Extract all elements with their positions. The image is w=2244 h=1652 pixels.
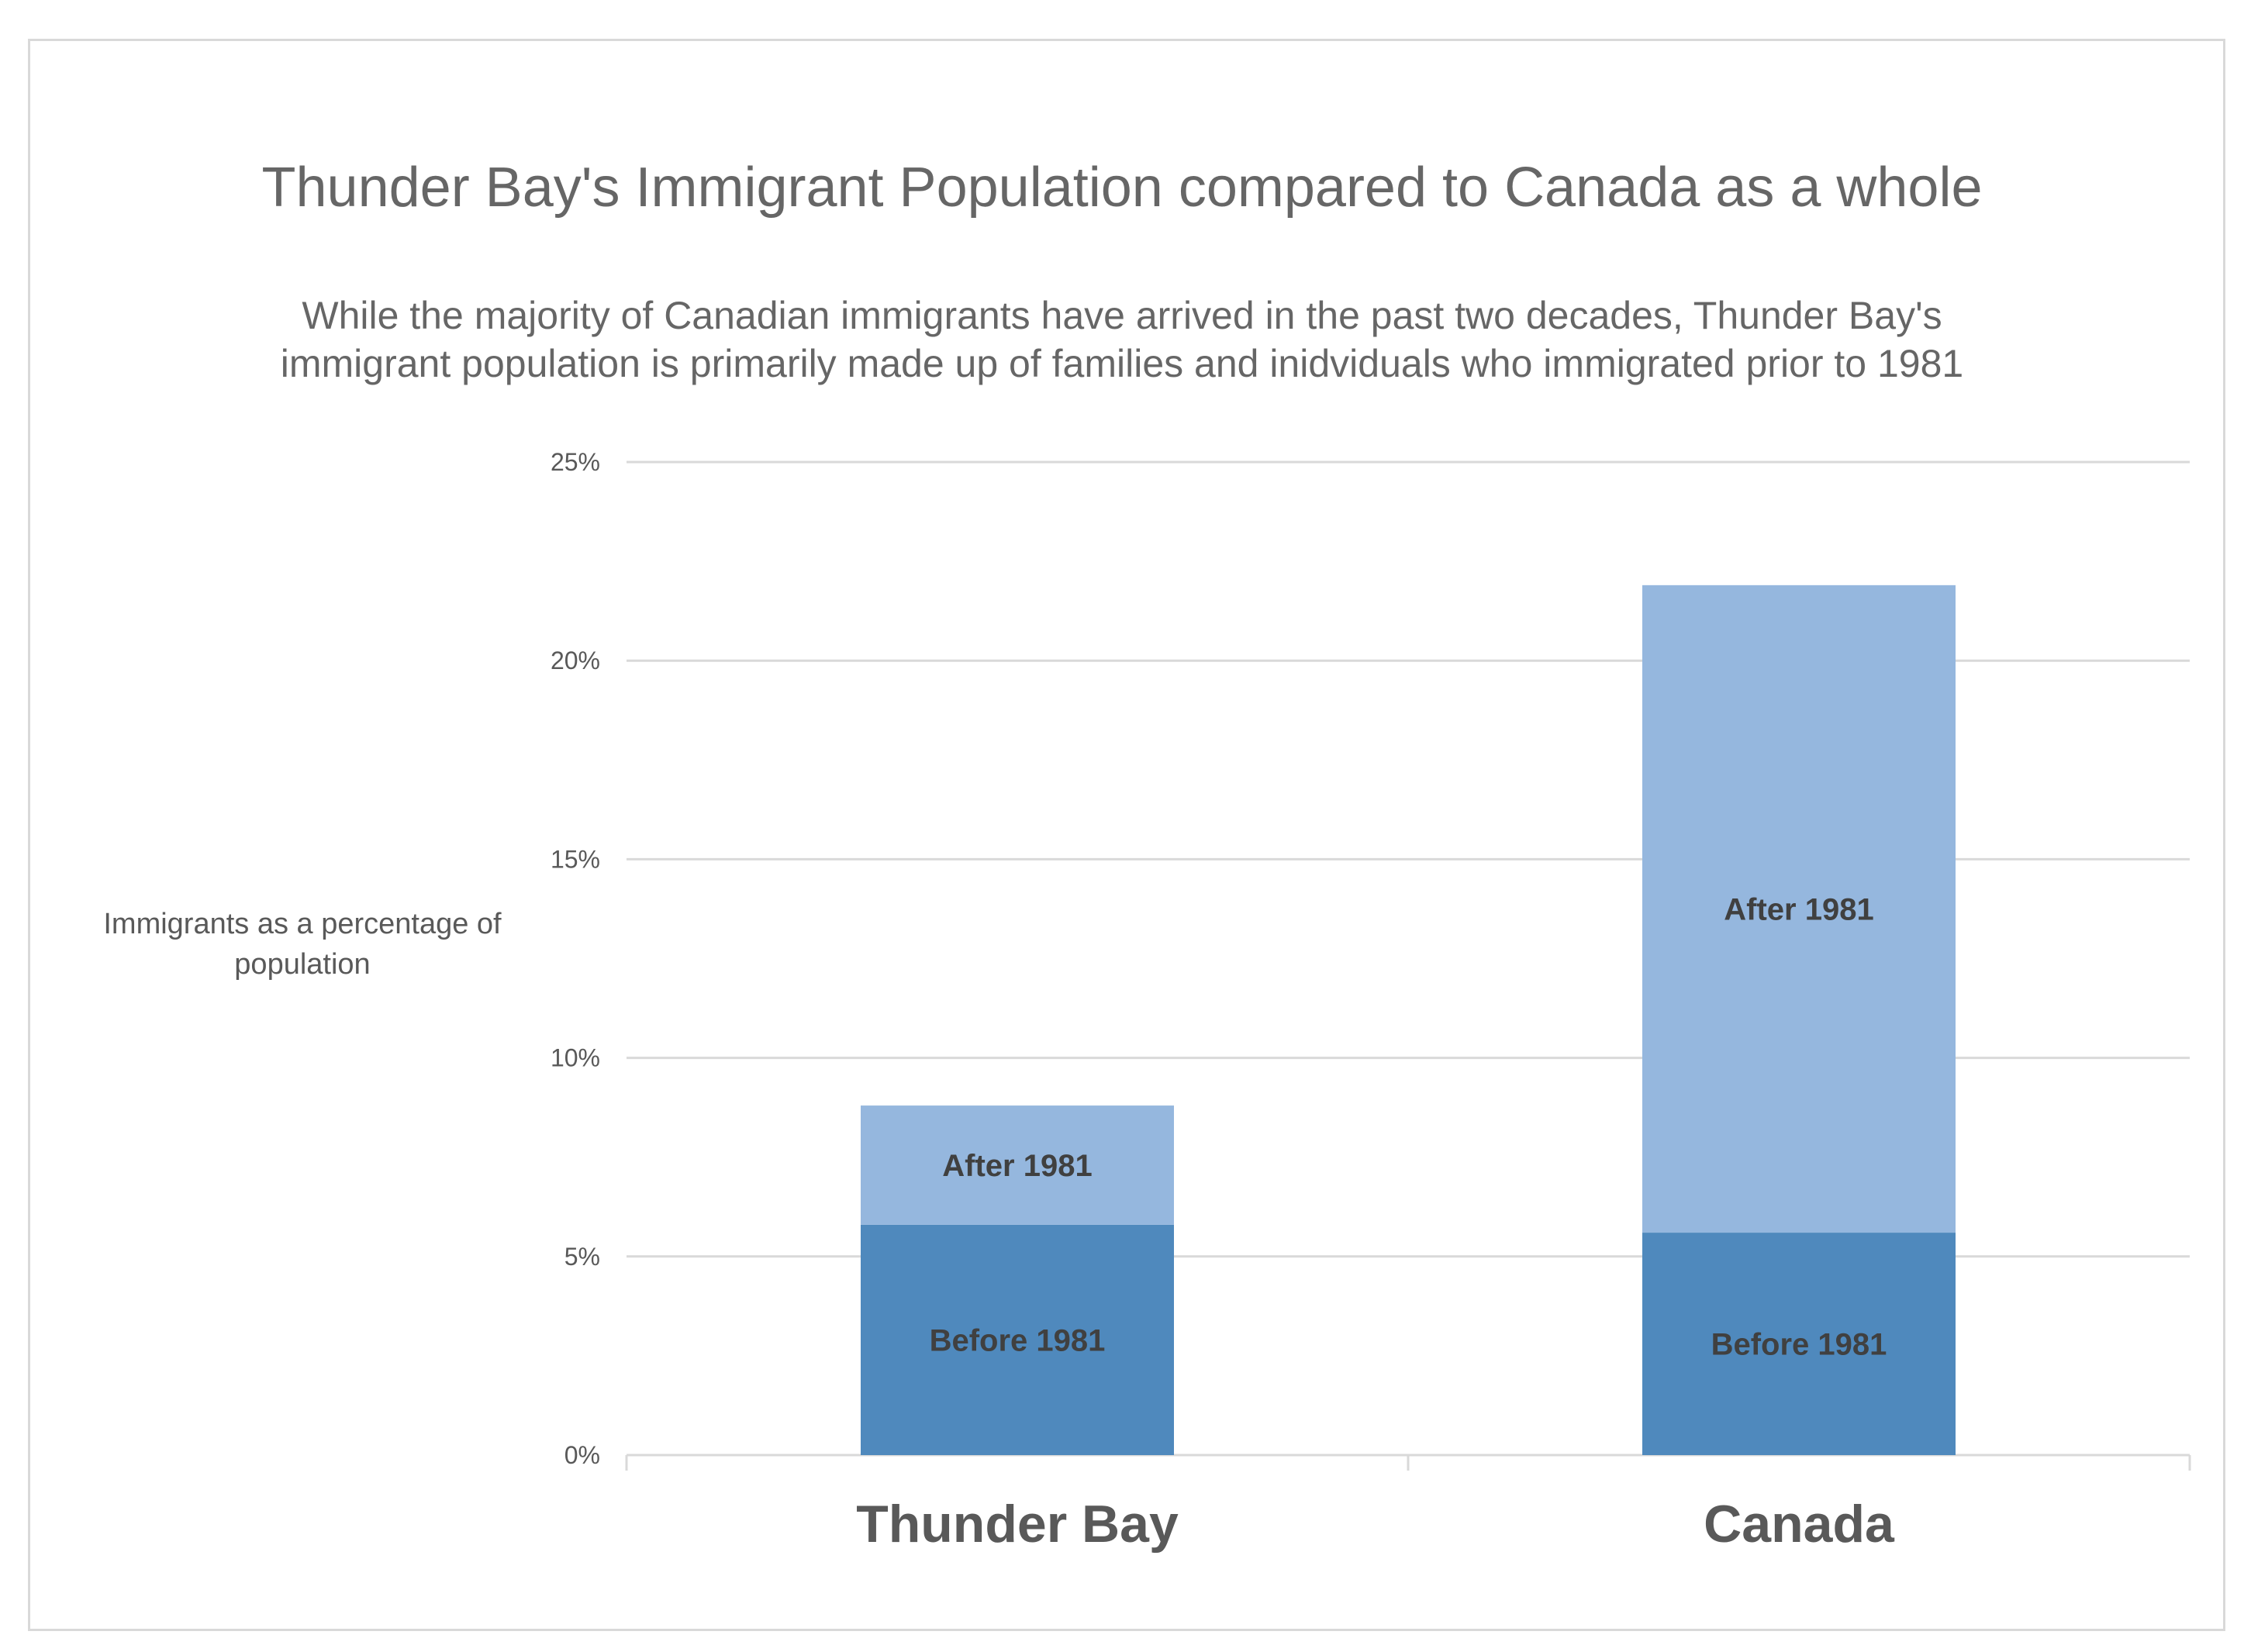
y-tick-label: 25% [551, 448, 600, 476]
bar-after-1981 [861, 1105, 1174, 1225]
x-category-label: Canada [1704, 1495, 1895, 1554]
bar-before-1981 [861, 1224, 1174, 1455]
y-tick-label: 15% [551, 845, 600, 873]
chart-subtitle: While the majority of Canadian immigrant… [280, 294, 1964, 385]
chart-title: Thunder Bay's Immigrant Population compa… [261, 157, 1983, 219]
bar-before-1981 [1642, 1233, 1956, 1455]
y-tick-label: 20% [551, 647, 600, 674]
bar-label-after-1981: After 1981 [942, 1149, 1092, 1183]
y-tick-label: 0% [564, 1441, 600, 1469]
bar-label-after-1981: After 1981 [1724, 892, 1873, 926]
y-axis-label: Immigrants as a percentage of population [103, 908, 502, 981]
x-category-label: Thunder Bay [856, 1495, 1179, 1554]
y-tick-label: 5% [564, 1243, 600, 1271]
bar-after-1981 [1642, 585, 1956, 1233]
bar-label-before-1981: Before 1981 [930, 1323, 1106, 1357]
y-tick-label: 10% [551, 1044, 600, 1072]
bar-label-before-1981: Before 1981 [1711, 1328, 1887, 1362]
